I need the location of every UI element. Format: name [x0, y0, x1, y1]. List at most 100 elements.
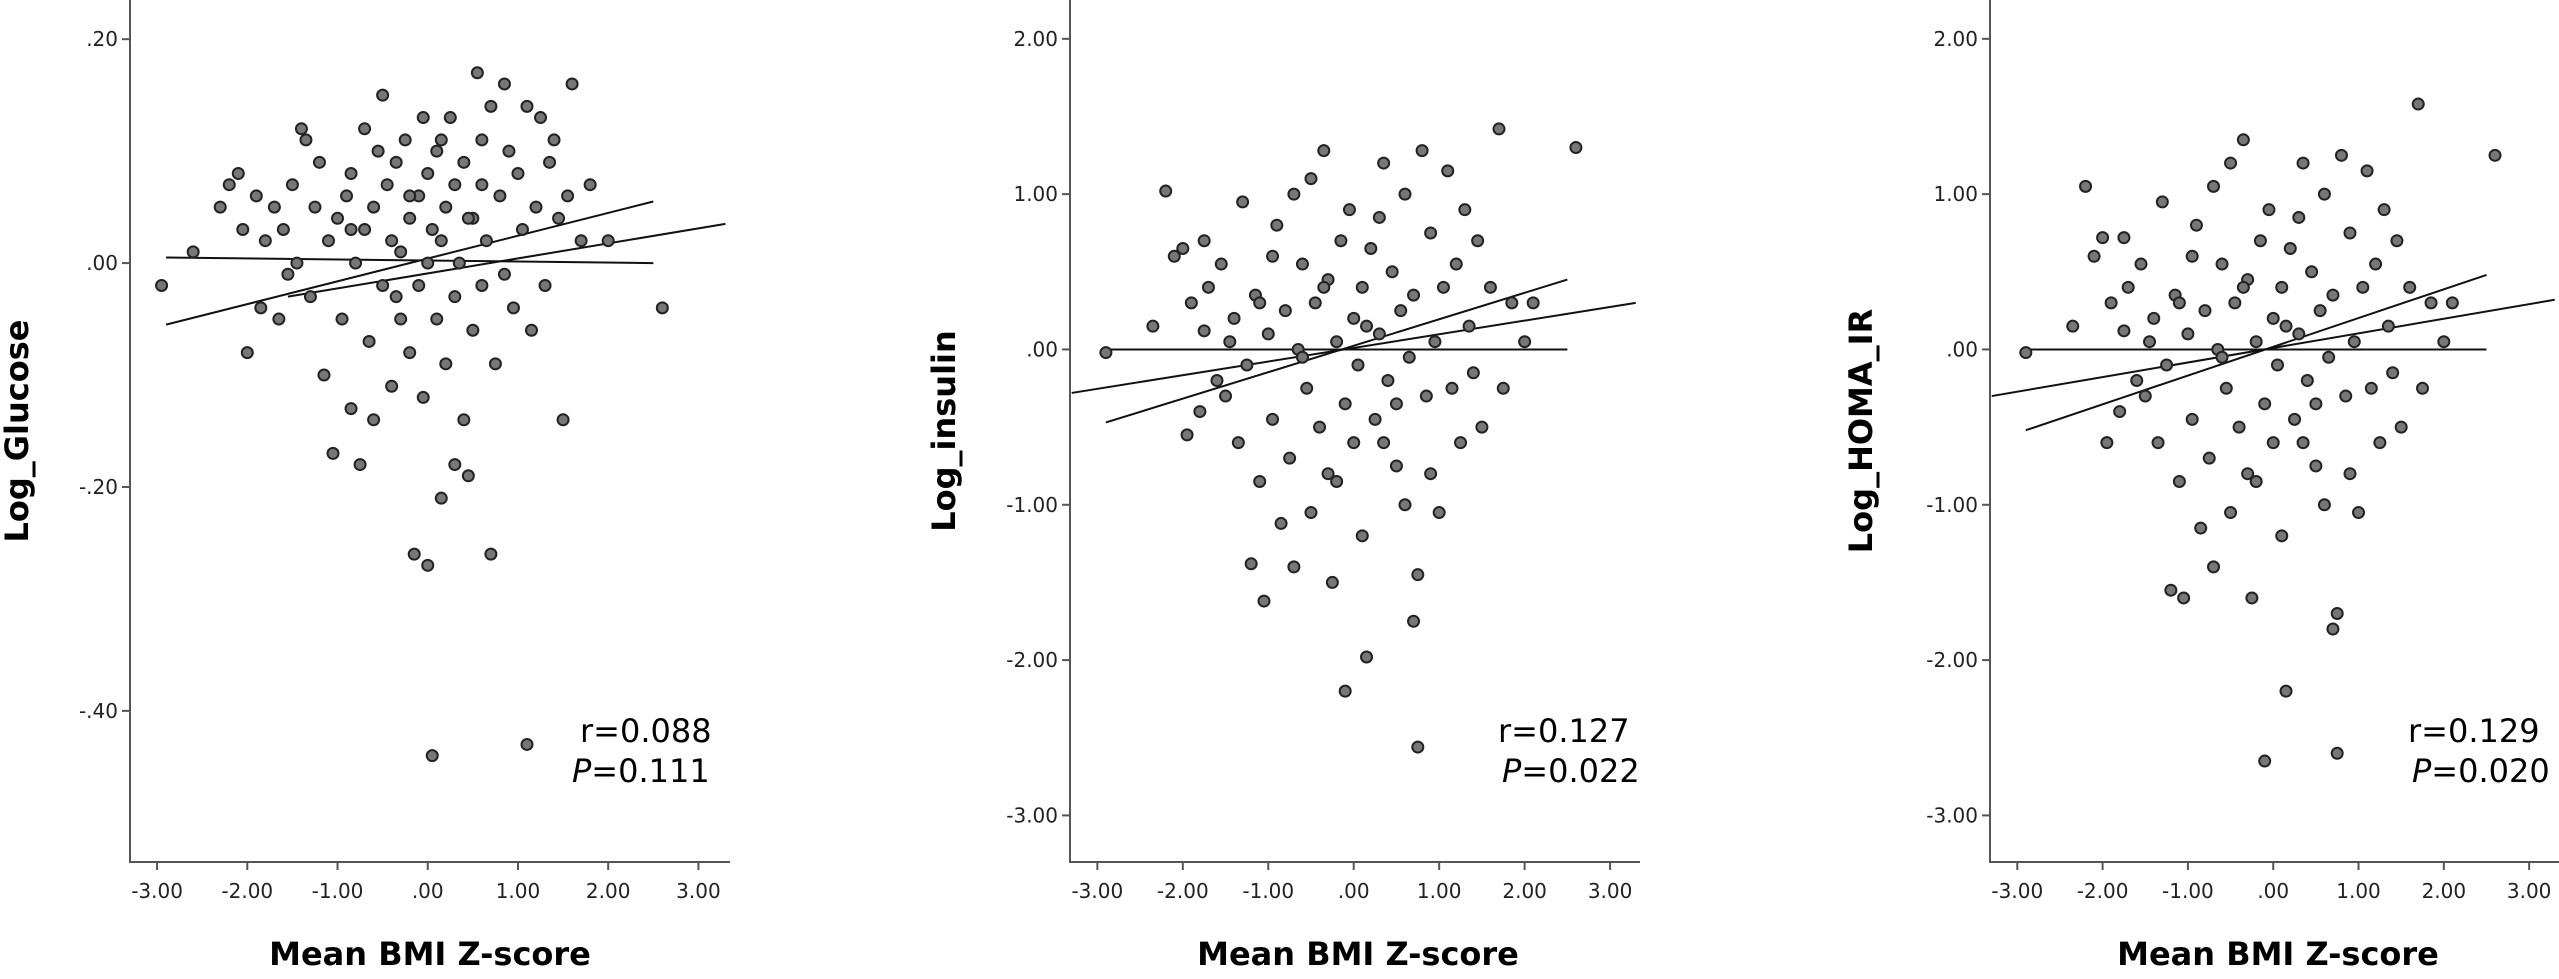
data-point — [2130, 374, 2144, 388]
y-tick-label: -2.00 — [1006, 648, 1058, 672]
data-point — [2266, 311, 2280, 325]
axes-frame — [1989, 0, 2559, 863]
data-point — [1402, 350, 1416, 364]
data-point — [1428, 335, 1442, 349]
data-point — [2160, 358, 2174, 372]
data-point — [448, 290, 462, 304]
data-point — [2313, 304, 2327, 318]
x-tick-label: .00 — [412, 879, 444, 903]
data-point — [2258, 397, 2272, 411]
data-point — [421, 558, 435, 572]
data-point — [2330, 746, 2344, 760]
data-point — [1184, 296, 1198, 310]
data-point — [1201, 280, 1215, 294]
data-point — [1321, 467, 1335, 481]
y-tick-label: -.40 — [79, 699, 118, 723]
data-point — [1270, 218, 1284, 232]
data-point — [1176, 242, 1190, 256]
data-point — [1385, 265, 1399, 279]
data-point — [2279, 319, 2293, 333]
data-point — [479, 234, 493, 248]
data-point — [2143, 335, 2157, 349]
x-axis-title: Mean BMI Z-score — [2117, 935, 2439, 973]
data-point — [2292, 210, 2306, 224]
data-point — [2343, 467, 2357, 481]
data-point — [470, 66, 484, 80]
data-point — [394, 312, 408, 326]
data-point — [1338, 684, 1352, 698]
data-point — [534, 111, 548, 125]
data-point — [1496, 381, 1510, 395]
data-point — [1261, 327, 1275, 341]
data-point — [1449, 257, 1463, 271]
data-point — [371, 144, 385, 158]
data-point — [2275, 529, 2289, 543]
data-point — [290, 256, 304, 270]
data-point — [1317, 280, 1331, 294]
data-point — [2330, 606, 2344, 620]
data-point — [335, 312, 349, 326]
data-point — [2364, 381, 2378, 395]
data-point — [403, 346, 417, 360]
data-point — [2258, 754, 2272, 768]
data-point — [1317, 144, 1331, 158]
data-point — [416, 390, 430, 404]
data-point — [2360, 164, 2374, 178]
fit-line — [287, 222, 726, 298]
data-point — [213, 200, 227, 214]
data-point — [1295, 257, 1309, 271]
data-point — [2164, 583, 2178, 597]
data-point — [1219, 389, 1233, 403]
data-point — [1334, 234, 1348, 248]
data-point — [412, 278, 426, 292]
data-points — [1099, 122, 1583, 754]
data-point — [2215, 350, 2229, 364]
axes-frame — [129, 0, 730, 863]
data-point — [1424, 226, 1438, 240]
data-point — [2224, 506, 2238, 520]
data-point — [403, 211, 417, 225]
data-point — [376, 278, 390, 292]
data-point — [1466, 366, 1480, 380]
data-point — [2322, 350, 2336, 364]
data-point — [1257, 594, 1271, 608]
data-point — [538, 278, 552, 292]
x-tick-label: -1.00 — [312, 879, 364, 903]
data-point — [2194, 521, 2208, 535]
data-point — [1347, 311, 1361, 325]
data-point — [1526, 296, 1540, 310]
data-point — [1330, 335, 1344, 349]
data-point — [2207, 179, 2221, 193]
data-point — [331, 211, 345, 225]
data-point — [2185, 249, 2199, 263]
data-point — [385, 379, 399, 393]
data-point — [425, 749, 439, 763]
data-point — [2224, 156, 2238, 170]
data-point — [556, 413, 570, 427]
data-point — [1330, 474, 1344, 488]
data-point — [1180, 428, 1194, 442]
data-point — [1475, 420, 1489, 434]
x-axis-title: Mean BMI Z-score — [1197, 935, 1519, 973]
p-value: =0.111 — [591, 752, 709, 790]
data-point — [1360, 650, 1374, 664]
p-value: =0.020 — [2431, 752, 2549, 790]
data-point — [353, 458, 367, 472]
data-point — [2275, 280, 2289, 294]
x-tick-label: -3.00 — [131, 879, 183, 903]
data-point — [2117, 231, 2131, 245]
data-point — [2151, 436, 2165, 450]
fit-lines — [165, 200, 726, 326]
data-point — [1197, 234, 1211, 248]
data-point — [2019, 346, 2033, 360]
data-point — [2416, 381, 2430, 395]
data-point — [2121, 280, 2135, 294]
data-point — [1377, 156, 1391, 170]
data-point — [1304, 506, 1318, 520]
data-point — [1287, 560, 1301, 574]
data-point — [1283, 451, 1297, 465]
panel-homa-ir: -3.00 -2.00 -1.00 .00 1.00 2.00 3.00 2.00 1.00.… — [1842, 0, 2559, 973]
data-point — [2253, 234, 2267, 248]
data-point — [1492, 122, 1506, 136]
